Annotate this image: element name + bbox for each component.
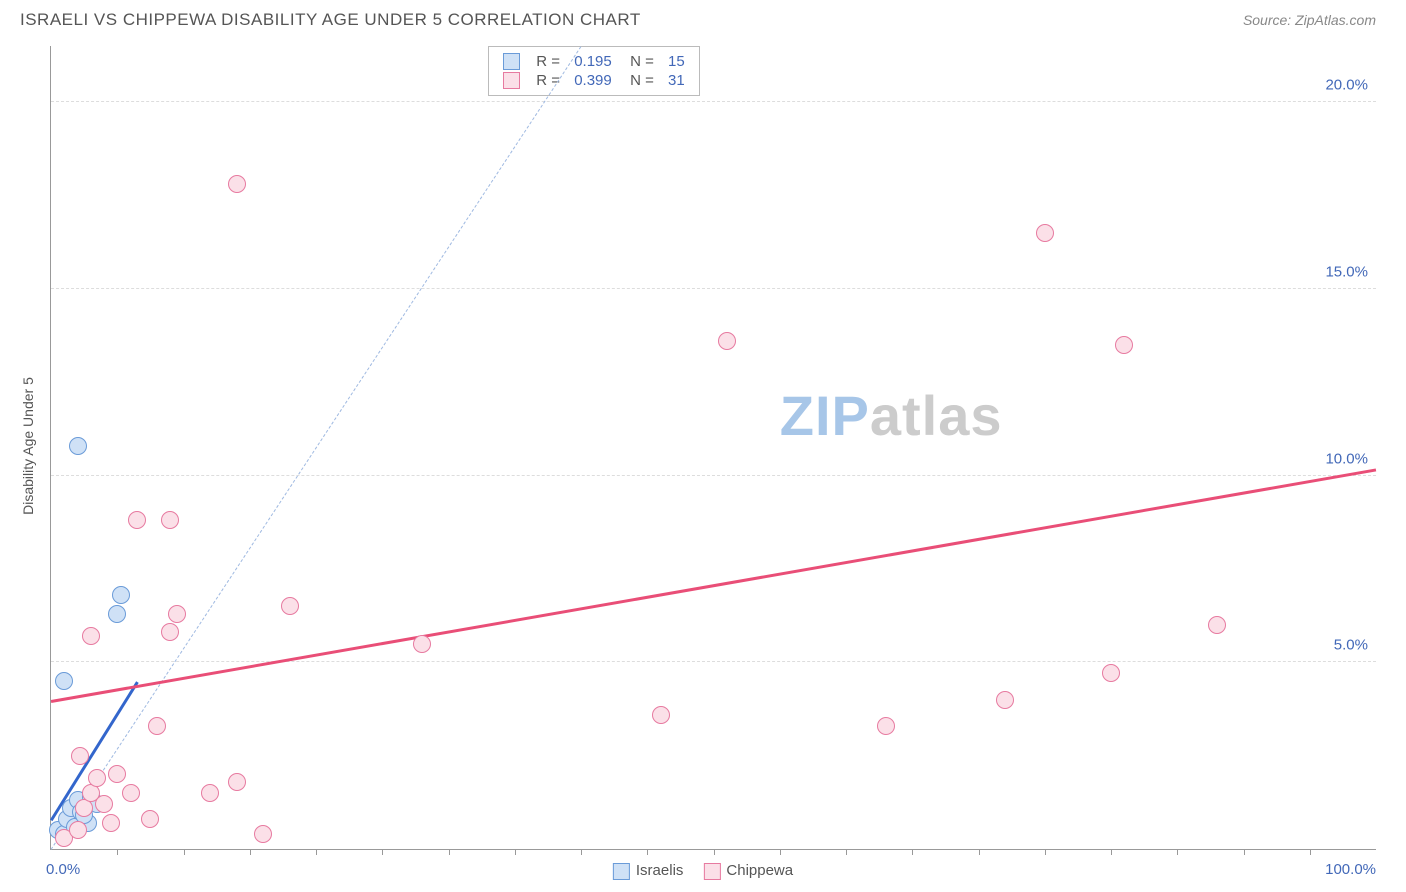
- x-tick: [449, 849, 450, 855]
- stat-n-value: 31: [668, 72, 685, 89]
- chart-title: ISRAELI VS CHIPPEWA DISABILITY AGE UNDER…: [20, 10, 641, 30]
- x-tick: [316, 849, 317, 855]
- x-tick: [780, 849, 781, 855]
- gridline: [51, 661, 1376, 662]
- y-tick-label: 10.0%: [1325, 450, 1368, 467]
- swatch-icon: [613, 863, 630, 880]
- watermark-prefix: ZIP: [780, 384, 870, 447]
- swatch-icon: [503, 53, 520, 70]
- stat-n-value: 15: [668, 53, 685, 70]
- gridline: [51, 288, 1376, 289]
- scatter-point: [168, 605, 186, 623]
- y-axis-label: Disability Age Under 5: [20, 377, 36, 515]
- stat-r-value: 0.399: [574, 72, 612, 89]
- correlation-stats-box: R = 0.195 N = 15R = 0.399 N = 31: [488, 46, 699, 96]
- scatter-point: [228, 175, 246, 193]
- scatter-point: [102, 814, 120, 832]
- x-tick: [912, 849, 913, 855]
- scatter-point: [95, 795, 113, 813]
- stats-row-chippewa: R = 0.399 N = 31: [503, 71, 684, 90]
- scatter-point: [281, 597, 299, 615]
- swatch-icon: [503, 72, 520, 89]
- chart-plot-area: ZIPatlas R = 0.195 N = 15R = 0.399 N = 3…: [50, 46, 1376, 850]
- scatter-point: [1036, 224, 1054, 242]
- scatter-point: [112, 586, 130, 604]
- scatter-point: [718, 332, 736, 350]
- scatter-point: [1208, 616, 1226, 634]
- legend-item-chippewa: Chippewa: [703, 862, 793, 880]
- x-tick: [1177, 849, 1178, 855]
- scatter-point: [161, 511, 179, 529]
- x-tick: [515, 849, 516, 855]
- x-tick: [581, 849, 582, 855]
- y-tick-label: 20.0%: [1325, 77, 1368, 94]
- y-tick-label: 15.0%: [1325, 263, 1368, 280]
- scatter-point: [1102, 664, 1120, 682]
- x-tick: [714, 849, 715, 855]
- stat-r-label: R =: [536, 53, 564, 70]
- legend: Israelis Chippewa: [613, 862, 793, 880]
- scatter-point: [108, 605, 126, 623]
- swatch-icon: [703, 863, 720, 880]
- stat-n-label: N =: [622, 53, 658, 70]
- watermark-suffix: atlas: [870, 384, 1003, 447]
- stat-n-label: N =: [622, 72, 658, 89]
- y-tick-label: 5.0%: [1334, 637, 1368, 654]
- x-tick: [846, 849, 847, 855]
- scatter-point: [1115, 336, 1133, 354]
- legend-label: Israelis: [636, 862, 684, 879]
- x-tick: [1244, 849, 1245, 855]
- scatter-point: [141, 810, 159, 828]
- scatter-point: [69, 821, 87, 839]
- x-tick: [1310, 849, 1311, 855]
- legend-item-israelis: Israelis: [613, 862, 684, 880]
- gridline: [51, 101, 1376, 102]
- scatter-point: [228, 773, 246, 791]
- scatter-point: [201, 784, 219, 802]
- x-tick: [1111, 849, 1112, 855]
- scatter-point: [161, 623, 179, 641]
- scatter-point: [55, 672, 73, 690]
- scatter-point: [82, 627, 100, 645]
- x-tick: [184, 849, 185, 855]
- stat-r-label: R =: [536, 72, 564, 89]
- scatter-point: [148, 717, 166, 735]
- x-axis-min-label: 0.0%: [46, 861, 80, 878]
- stats-row-israelis: R = 0.195 N = 15: [503, 52, 684, 71]
- scatter-point: [254, 825, 272, 843]
- x-tick: [250, 849, 251, 855]
- scatter-point: [877, 717, 895, 735]
- scatter-point: [122, 784, 140, 802]
- scatter-point: [996, 691, 1014, 709]
- watermark: ZIPatlas: [780, 383, 1003, 448]
- x-tick: [647, 849, 648, 855]
- x-axis-max-label: 100.0%: [1325, 861, 1376, 878]
- trendline-chippewa: [51, 468, 1376, 702]
- x-tick: [1045, 849, 1046, 855]
- scatter-point: [69, 437, 87, 455]
- scatter-point: [413, 635, 431, 653]
- scatter-point: [88, 769, 106, 787]
- legend-label: Chippewa: [726, 862, 793, 879]
- scatter-point: [652, 706, 670, 724]
- stat-r-value: 0.195: [574, 53, 612, 70]
- source-label: Source: ZipAtlas.com: [1243, 12, 1376, 28]
- x-tick: [979, 849, 980, 855]
- gridline: [51, 475, 1376, 476]
- scatter-point: [71, 747, 89, 765]
- scatter-point: [128, 511, 146, 529]
- identity-line: [51, 46, 582, 850]
- x-tick: [117, 849, 118, 855]
- scatter-point: [108, 765, 126, 783]
- x-tick: [382, 849, 383, 855]
